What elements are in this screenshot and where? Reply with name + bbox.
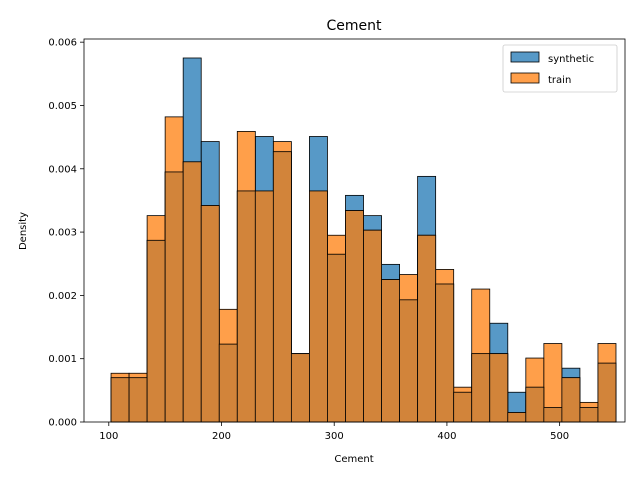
bar-overlap-19 [453,391,473,423]
overlap-bars [110,151,617,423]
y-tick-label: 0.002 [48,291,77,302]
y-axis-label: Density [18,212,29,250]
bar-overlap-1 [128,377,148,423]
legend-label-train: train [548,75,571,86]
x-tick-label: 100 [99,431,118,442]
bar-overlap-18 [435,283,455,423]
bar-overlap-11 [309,190,328,423]
x-axis-label: Cement [334,454,373,465]
x-tick-label: 400 [437,431,456,442]
y-tick-label: 0.006 [48,38,77,49]
bar-overlap-5 [200,205,220,423]
bar-overlap-13 [345,210,364,423]
legend-swatch-synthetic [510,51,540,63]
bar-overlap-0 [110,377,130,423]
bar-overlap-23 [525,386,545,423]
bar-overlap-8 [254,190,274,423]
bar-overlap-22 [507,412,527,423]
bar-overlap-26 [579,407,599,423]
y-tick-label: 0.005 [48,101,77,112]
x-tick-label: 200 [212,431,231,442]
bar-overlap-17 [417,234,437,423]
plot-frame [83,38,626,423]
bar-overlap-14 [363,229,382,423]
bar-overlap-27 [597,362,617,423]
x-tick-label: 300 [325,431,344,442]
bar-overlap-12 [327,253,346,423]
bar-overlap-20 [471,353,491,423]
bar-overlap-6 [218,343,238,423]
bar-overlap-21 [489,353,509,423]
bar-overlap-9 [272,151,292,423]
bar-overlap-10 [290,353,310,423]
y-tick-label: 0.003 [48,228,77,239]
legend: synthetic train [502,44,618,93]
bar-overlap-3 [164,171,184,423]
y-tick-label: 0.000 [48,418,77,429]
y-axis-ticks: 0.000 0.001 0.002 0.003 0.004 0.005 0.006 [48,38,84,429]
x-axis-ticks: 100 200 300 400 500 [99,422,569,442]
bar-overlap-2 [146,239,166,423]
x-tick-label: 500 [550,431,569,442]
bar-overlap-4 [182,161,202,423]
legend-label-synthetic: synthetic [548,54,594,65]
bar-overlap-24 [543,407,563,423]
bar-overlap-16 [399,299,419,423]
y-tick-label: 0.004 [48,164,77,175]
chart-title: Cement [326,18,382,34]
bar-overlap-15 [381,279,400,423]
bar-overlap-7 [236,190,256,423]
y-tick-label: 0.001 [48,354,77,365]
bar-overlap-25 [561,377,581,423]
legend-swatch-train [510,72,540,84]
